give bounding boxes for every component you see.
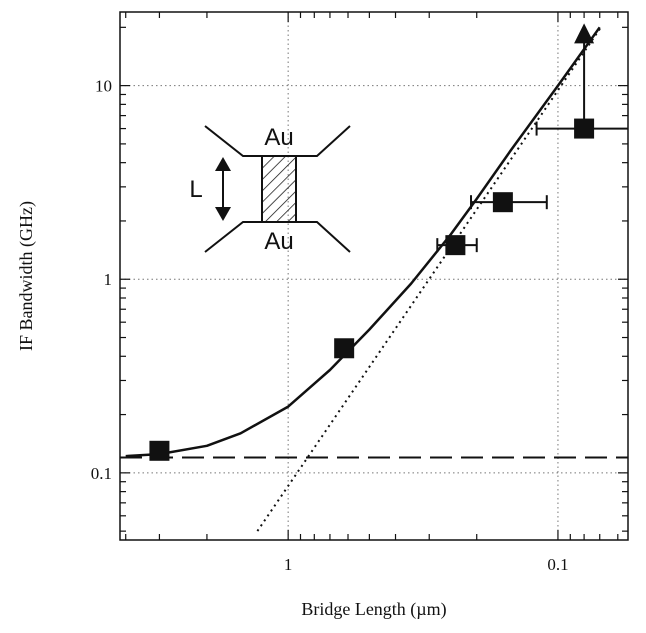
- solid-line-1: [125, 26, 601, 458]
- inset-arrow-head-up: [215, 157, 231, 171]
- inset-length-label: L: [189, 176, 202, 203]
- data-point: [492, 192, 513, 213]
- x-axis-title: Bridge Length (µm): [301, 599, 446, 620]
- inset-bridge: [261, 155, 297, 223]
- y-axis-title: IF Bandwidth (GHz): [16, 201, 37, 351]
- inset-arrow-head-down: [215, 207, 231, 221]
- data-point: [334, 338, 355, 359]
- data-point: [149, 440, 170, 461]
- inset-top-label: Au: [264, 124, 293, 151]
- axis-ticks: 1 0.1 0.1 1 10: [91, 12, 628, 574]
- y-tick-label: 0.1: [91, 464, 112, 483]
- data-point: [445, 235, 466, 256]
- plot-series: [120, 26, 628, 532]
- y-tick-label: 1: [104, 270, 113, 289]
- y-tick-label: 10: [95, 77, 112, 96]
- inset-bottom-label: Au: [264, 228, 293, 255]
- grid: [120, 12, 628, 540]
- x-tick-label: 0.1: [547, 555, 568, 574]
- data-point: [574, 118, 595, 139]
- plot-frame: [119, 11, 629, 541]
- x-tick-label: 1: [284, 555, 293, 574]
- lower-limit-arrow-head: [574, 23, 595, 44]
- data-markers: [149, 23, 628, 461]
- dotted-line-2: [256, 26, 602, 532]
- inset-diagram: [204, 125, 351, 253]
